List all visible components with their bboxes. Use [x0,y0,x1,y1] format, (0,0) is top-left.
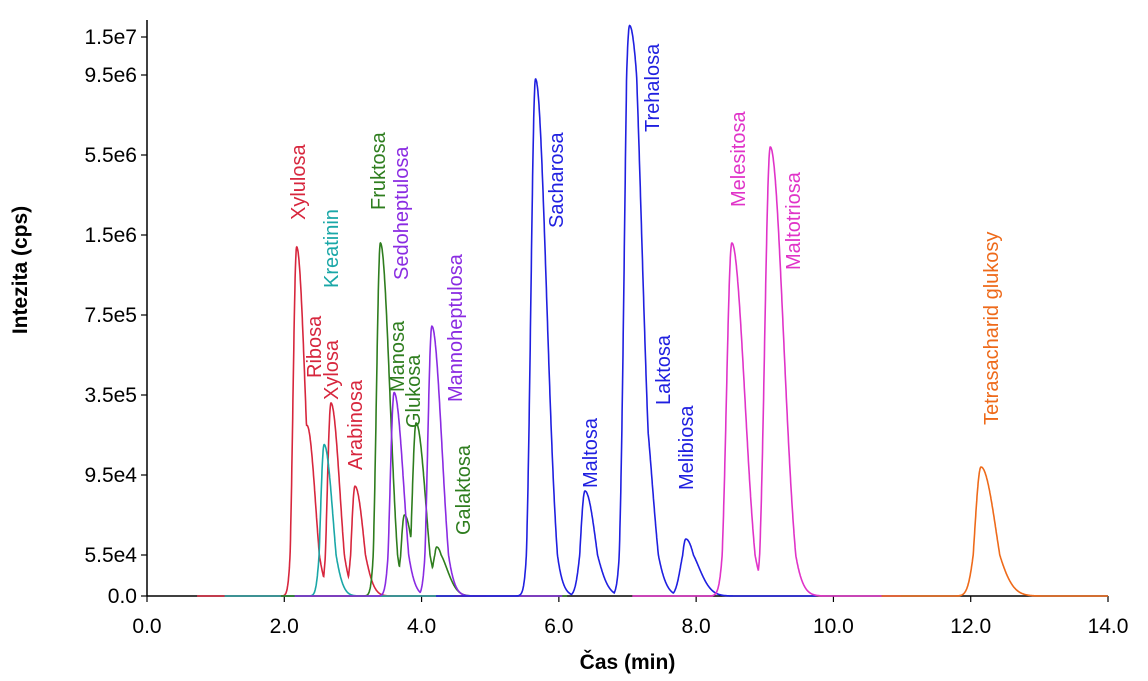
curves [197,24,1108,597]
peak-label-manosa: Manosa [387,320,409,392]
y-tick-label: 1.5e6 [84,224,137,247]
x-tick-label: 6.0 [544,615,573,638]
peak-label-sacharosa: Sacharosa [546,132,568,228]
peak-label-galaktosa: Galaktosa [453,444,475,535]
y-tick-label: 7.5e5 [84,304,137,327]
peak-label-xylosa: Xylosa [321,339,343,400]
peak-label-glukosa: Glukosa [403,354,425,428]
peak-label-maltosa: Maltosa [580,417,602,488]
peak-label-melesitosa: Melesitosa [728,111,750,207]
x-axis-title: Čas (min) [580,650,676,674]
peak-label-kreatinin: Kreatinin [321,209,343,288]
peak-label-mannoheptulosa: Mannoheptulosa [445,253,467,402]
peak-label-ribosa: Ribosa [304,315,326,378]
x-tick-label: 14.0 [1088,615,1129,638]
y-tick-label: 5.5e6 [84,144,137,167]
y-tick-label: 3.5e5 [84,384,137,407]
chromatogram-trace [881,466,1108,597]
x-tick-label: 12.0 [950,615,991,638]
y-tick-label: 1.5e7 [84,26,137,49]
x-tick-label: 8.0 [682,615,711,638]
x-tick-label: 10.0 [813,615,854,638]
chromatogram-trace [224,443,455,597]
axes: 0.0 2.0 4.0 6.0 8.0 10.0 12.0 14.0 0.0 5.5e4 9.5e4… [84,20,1128,638]
x-tick-label: 0.0 [132,615,161,638]
x-tick-label: 4.0 [407,615,436,638]
peak-label-trehalosa: Trehalosa [642,43,664,132]
peak-label-sedoheptulosa: Sedoheptulosa [391,146,413,280]
peak-label-laktosa: Laktosa [653,334,675,405]
peak-label-melibiosa: Melibiosa [676,405,698,490]
y-tick-label: 9.5e6 [84,64,137,87]
peak-label-tetrasacharid-glukosy: Tetrasacharid glukosy [981,232,1003,425]
y-tick-label: 9.5e4 [84,464,137,487]
chromatogram-trace [632,146,901,597]
chromatogram-trace [436,24,817,597]
y-tick-label: 0.0 [108,585,137,608]
y-tick-label: 5.5e4 [84,544,137,567]
x-tick-label: 2.0 [270,615,299,638]
peak-label-fruktosa: Fruktosa [368,131,390,210]
chromatogram-trace [197,245,486,597]
peak-label-arabinosa: Arabinosa [345,379,367,470]
peak-label-maltotriosa: Maltotriosa [783,171,805,270]
peak-label-xylulosa: Xylulosa [288,144,310,220]
y-axis-title: Intezita (cps) [9,206,32,334]
